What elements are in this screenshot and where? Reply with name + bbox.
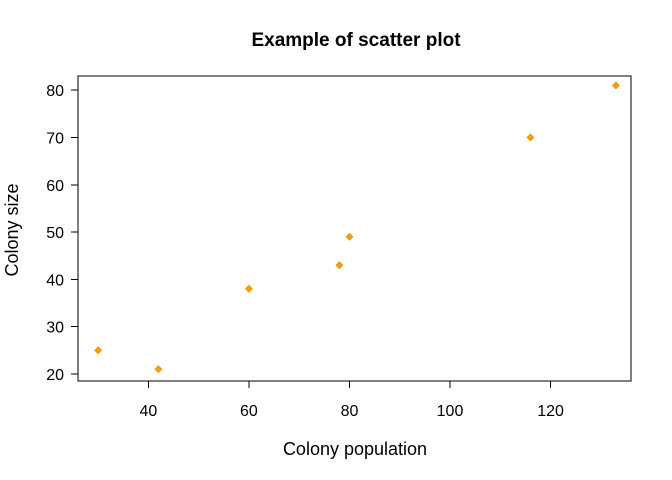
x-tick-label: 100 <box>437 403 464 420</box>
y-tick-label: 50 <box>46 225 64 242</box>
y-axis: 20 30 40 50 60 70 80 <box>46 83 79 384</box>
y-tick-label: 40 <box>46 272 64 289</box>
x-axis: 40 60 80 100 120 <box>139 380 564 420</box>
y-tick-label: 80 <box>46 83 64 100</box>
scatter-point <box>245 284 253 293</box>
y-tick-label: 30 <box>46 320 64 337</box>
y-tick-label: 20 <box>46 367 64 384</box>
x-tick-label: 80 <box>341 403 359 420</box>
chart-title: Example of scatter plot <box>251 30 461 51</box>
x-tick-label: 120 <box>537 403 564 420</box>
y-tick-label: 60 <box>46 178 64 195</box>
plot-area-frame <box>77 75 632 382</box>
y-tick-label: 70 <box>46 130 64 147</box>
scatter-point <box>335 261 344 270</box>
x-tick-label: 40 <box>139 403 157 420</box>
x-tick-label: 60 <box>240 403 258 420</box>
scatter-point <box>611 81 620 90</box>
scatter-point <box>154 365 163 374</box>
y-axis-label: Colony size <box>2 183 22 276</box>
scatter-point <box>526 133 535 142</box>
data-points <box>94 81 620 374</box>
scatter-point <box>345 232 354 241</box>
scatter-point <box>94 346 103 355</box>
x-axis-label: Colony population <box>283 439 427 459</box>
